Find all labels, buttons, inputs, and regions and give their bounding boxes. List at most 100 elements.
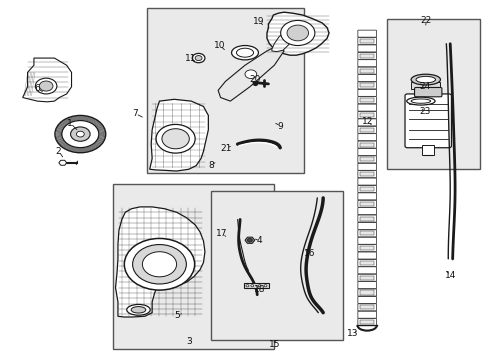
FancyBboxPatch shape xyxy=(358,289,376,296)
FancyBboxPatch shape xyxy=(358,45,376,52)
Text: 14: 14 xyxy=(444,270,456,279)
Circle shape xyxy=(195,55,202,60)
Text: 4: 4 xyxy=(257,237,263,246)
Circle shape xyxy=(264,285,267,287)
FancyBboxPatch shape xyxy=(358,311,376,318)
Circle shape xyxy=(35,78,57,94)
Circle shape xyxy=(258,285,261,287)
Circle shape xyxy=(245,70,257,78)
Bar xyxy=(211,191,343,339)
Text: 13: 13 xyxy=(347,329,358,338)
Circle shape xyxy=(247,238,252,242)
Bar xyxy=(360,128,374,132)
Circle shape xyxy=(133,244,186,284)
Text: 6: 6 xyxy=(34,84,40,93)
Polygon shape xyxy=(267,12,329,55)
FancyBboxPatch shape xyxy=(358,104,376,111)
FancyBboxPatch shape xyxy=(358,75,376,81)
Circle shape xyxy=(192,53,205,63)
FancyBboxPatch shape xyxy=(358,267,376,274)
Circle shape xyxy=(124,238,195,290)
Bar xyxy=(147,8,304,173)
Circle shape xyxy=(76,131,84,137)
Ellipse shape xyxy=(232,45,258,60)
Bar xyxy=(360,320,374,324)
Text: 18: 18 xyxy=(254,285,266,294)
Ellipse shape xyxy=(131,307,146,313)
Text: 16: 16 xyxy=(304,249,315,258)
FancyBboxPatch shape xyxy=(358,222,376,229)
Circle shape xyxy=(251,285,254,287)
Circle shape xyxy=(156,125,195,153)
FancyBboxPatch shape xyxy=(358,163,376,170)
FancyBboxPatch shape xyxy=(358,52,376,59)
Text: 2: 2 xyxy=(55,147,61,156)
Bar xyxy=(360,157,374,161)
Circle shape xyxy=(246,285,249,287)
FancyBboxPatch shape xyxy=(358,141,376,148)
Ellipse shape xyxy=(407,97,435,105)
FancyBboxPatch shape xyxy=(358,89,376,96)
Bar xyxy=(360,231,374,235)
Bar xyxy=(360,39,374,43)
Bar xyxy=(411,82,441,89)
FancyBboxPatch shape xyxy=(358,208,376,215)
Polygon shape xyxy=(272,33,292,51)
Polygon shape xyxy=(116,207,205,317)
Text: 23: 23 xyxy=(419,107,431,116)
FancyBboxPatch shape xyxy=(358,60,376,67)
Text: 8: 8 xyxy=(208,161,214,170)
Text: 20: 20 xyxy=(249,75,261,84)
Bar xyxy=(360,246,374,250)
FancyBboxPatch shape xyxy=(358,171,376,178)
FancyBboxPatch shape xyxy=(358,134,376,141)
FancyBboxPatch shape xyxy=(358,67,376,74)
Text: 10: 10 xyxy=(214,41,225,50)
FancyBboxPatch shape xyxy=(358,178,376,185)
Text: 11: 11 xyxy=(185,54,196,63)
Ellipse shape xyxy=(411,74,441,85)
Text: 24: 24 xyxy=(419,82,430,91)
Polygon shape xyxy=(218,47,284,101)
Text: 19: 19 xyxy=(253,17,265,26)
FancyBboxPatch shape xyxy=(358,156,376,163)
FancyBboxPatch shape xyxy=(358,30,376,37)
Text: 7: 7 xyxy=(132,109,138,118)
Text: 17: 17 xyxy=(216,229,228,238)
Bar xyxy=(360,54,374,58)
Circle shape xyxy=(39,81,53,91)
Bar xyxy=(360,143,374,147)
FancyBboxPatch shape xyxy=(358,252,376,259)
Text: 22: 22 xyxy=(420,16,431,25)
Bar xyxy=(360,305,374,309)
FancyBboxPatch shape xyxy=(358,304,376,311)
Bar xyxy=(360,84,374,87)
FancyBboxPatch shape xyxy=(358,282,376,289)
FancyBboxPatch shape xyxy=(358,97,376,104)
FancyBboxPatch shape xyxy=(358,112,376,118)
Bar xyxy=(113,184,274,348)
FancyBboxPatch shape xyxy=(358,82,376,89)
Text: 15: 15 xyxy=(269,341,280,350)
Circle shape xyxy=(143,252,176,277)
Bar xyxy=(360,261,374,265)
FancyBboxPatch shape xyxy=(358,148,376,156)
FancyBboxPatch shape xyxy=(358,193,376,200)
FancyBboxPatch shape xyxy=(358,274,376,281)
FancyBboxPatch shape xyxy=(358,215,376,222)
Bar xyxy=(360,113,374,117)
Bar xyxy=(360,172,374,176)
Circle shape xyxy=(62,121,99,148)
Text: 12: 12 xyxy=(362,117,373,126)
Circle shape xyxy=(162,129,189,149)
FancyBboxPatch shape xyxy=(358,185,376,193)
Bar xyxy=(244,283,270,288)
Text: 5: 5 xyxy=(175,311,180,320)
Text: 9: 9 xyxy=(277,122,283,131)
FancyBboxPatch shape xyxy=(358,319,376,325)
Text: 3: 3 xyxy=(186,337,192,346)
Bar xyxy=(360,69,374,73)
FancyBboxPatch shape xyxy=(358,200,376,207)
Ellipse shape xyxy=(411,99,431,103)
Polygon shape xyxy=(150,99,208,171)
